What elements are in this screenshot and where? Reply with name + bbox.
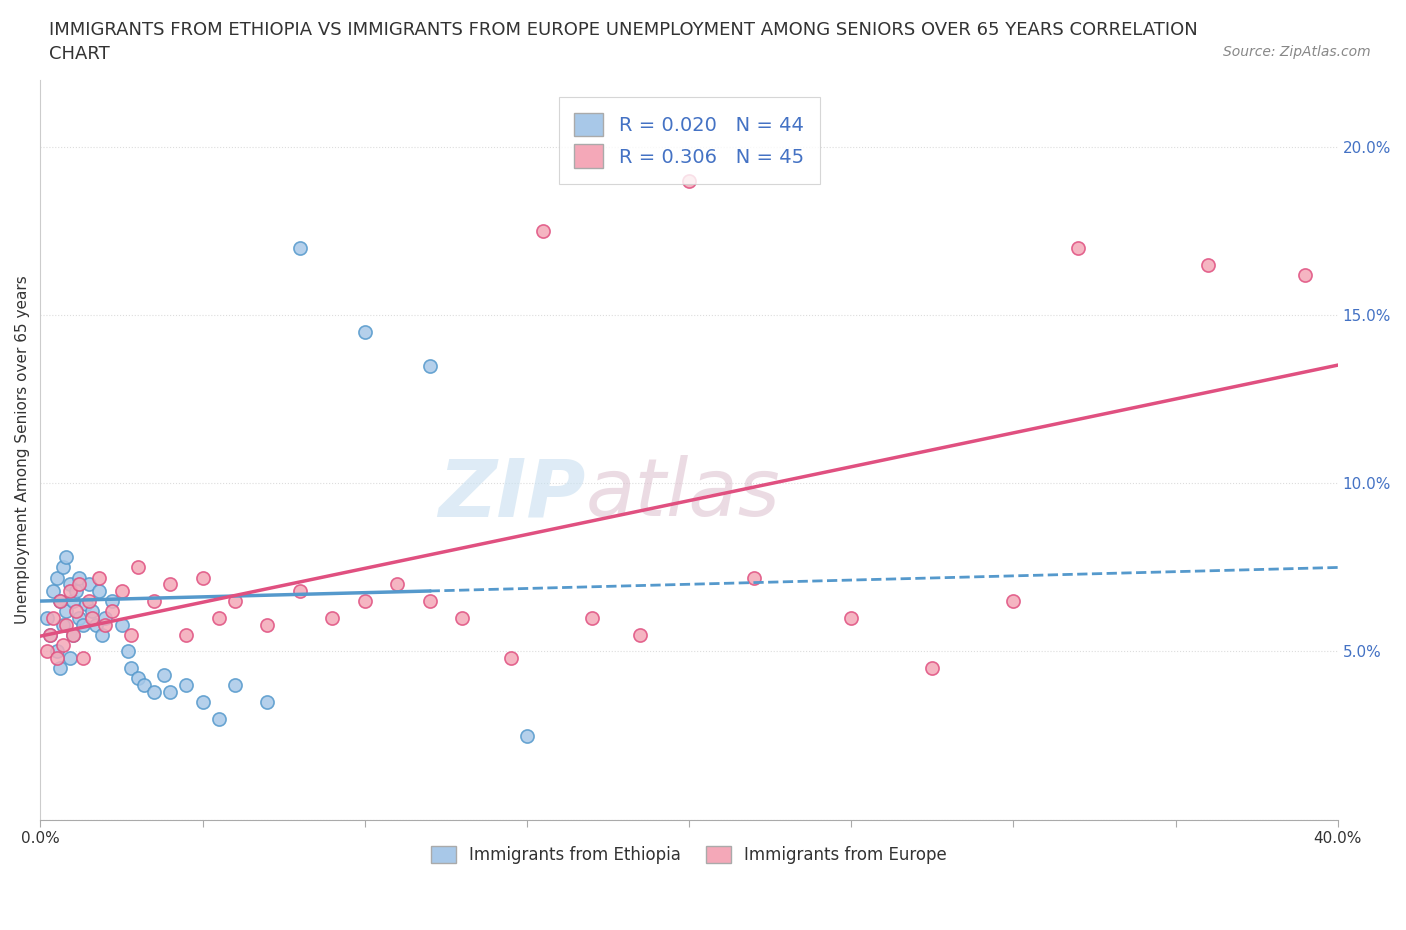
Point: [451, 610, 474, 625]
Point: [52, 618, 75, 632]
Point: [419, 358, 441, 373]
Point: [67, 610, 90, 625]
Point: [134, 678, 156, 693]
Point: [581, 610, 603, 625]
Point: [208, 610, 231, 625]
Point: [94, 618, 117, 632]
Point: [72, 618, 94, 632]
Point: [288, 241, 311, 256]
Point: [120, 661, 142, 676]
Point: [353, 325, 375, 339]
Point: [39, 627, 62, 642]
Point: [1294, 268, 1316, 283]
Point: [191, 695, 214, 710]
Point: [288, 583, 311, 598]
Point: [82, 610, 104, 625]
Point: [419, 593, 441, 608]
Point: [82, 604, 104, 618]
Text: IMMIGRANTS FROM ETHIOPIA VS IMMIGRANTS FROM EUROPE UNEMPLOYMENT AMONG SENIORS OV: IMMIGRANTS FROM ETHIOPIA VS IMMIGRANTS F…: [49, 21, 1198, 39]
Point: [65, 604, 87, 618]
Point: [531, 224, 554, 239]
Point: [77, 577, 100, 591]
Point: [176, 678, 198, 693]
Point: [45, 570, 67, 585]
Point: [100, 604, 122, 618]
Text: Source: ZipAtlas.com: Source: ZipAtlas.com: [1223, 45, 1371, 59]
Point: [55, 550, 77, 565]
Point: [100, 593, 122, 608]
Point: [176, 627, 198, 642]
Point: [62, 627, 84, 642]
Point: [45, 644, 67, 659]
Point: [256, 695, 278, 710]
Point: [152, 668, 174, 683]
Point: [52, 637, 75, 652]
Point: [839, 610, 862, 625]
Point: [52, 560, 75, 575]
Point: [385, 577, 408, 591]
Point: [742, 570, 765, 585]
Point: [39, 627, 62, 642]
Point: [91, 627, 114, 642]
Point: [35, 644, 58, 659]
Point: [62, 627, 84, 642]
Text: ZIP: ZIP: [437, 455, 585, 533]
Point: [67, 577, 90, 591]
Point: [321, 610, 343, 625]
Point: [55, 618, 77, 632]
Point: [75, 597, 97, 612]
Point: [630, 627, 652, 642]
Point: [117, 644, 139, 659]
Point: [42, 610, 65, 625]
Point: [191, 570, 214, 585]
Point: [224, 593, 246, 608]
Point: [127, 560, 149, 575]
Point: [45, 651, 67, 666]
Point: [678, 174, 700, 189]
Point: [208, 711, 231, 726]
Point: [77, 593, 100, 608]
Point: [159, 684, 181, 699]
Legend: Immigrants from Ethiopia, Immigrants from Europe: Immigrants from Ethiopia, Immigrants fro…: [425, 839, 953, 870]
Point: [256, 618, 278, 632]
Point: [224, 678, 246, 693]
Point: [353, 593, 375, 608]
Point: [142, 684, 165, 699]
Point: [921, 661, 943, 676]
Point: [65, 583, 87, 598]
Point: [1002, 593, 1025, 608]
Point: [110, 583, 132, 598]
Point: [55, 604, 77, 618]
Point: [1067, 241, 1090, 256]
Point: [59, 651, 82, 666]
Point: [499, 651, 522, 666]
Point: [67, 570, 90, 585]
Point: [59, 583, 82, 598]
Point: [159, 577, 181, 591]
Point: [110, 618, 132, 632]
Point: [516, 728, 538, 743]
Point: [127, 671, 149, 685]
Point: [42, 583, 65, 598]
Point: [62, 593, 84, 608]
Point: [72, 651, 94, 666]
Point: [35, 610, 58, 625]
Point: [59, 577, 82, 591]
Text: atlas: atlas: [585, 455, 780, 533]
Point: [94, 610, 117, 625]
Point: [120, 627, 142, 642]
Point: [49, 593, 72, 608]
Point: [1197, 258, 1219, 272]
Text: CHART: CHART: [49, 45, 110, 62]
Point: [84, 618, 107, 632]
Point: [49, 661, 72, 676]
Point: [87, 583, 110, 598]
Y-axis label: Unemployment Among Seniors over 65 years: Unemployment Among Seniors over 65 years: [15, 275, 30, 624]
Point: [142, 593, 165, 608]
Point: [49, 593, 72, 608]
Point: [87, 570, 110, 585]
